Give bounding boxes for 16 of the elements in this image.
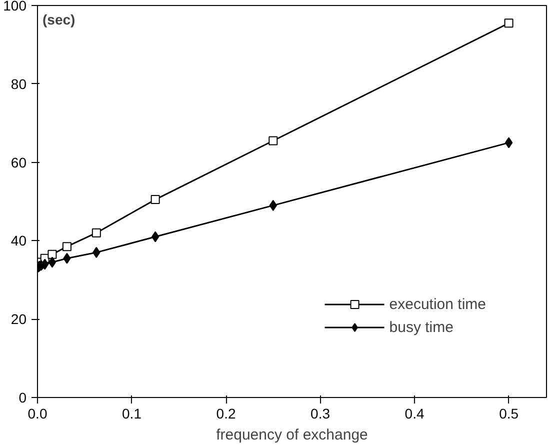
- y-tick-label: 0: [18, 390, 27, 406]
- y-tick-label: 100: [3, 0, 27, 14]
- x-tick-label: 0.5: [499, 406, 519, 422]
- x-tick-label: 0.0: [28, 406, 48, 422]
- x-tick-label: 0.1: [122, 406, 142, 422]
- x-axis-title: frequency of exchange: [216, 426, 368, 444]
- y-tick-label: 20: [10, 311, 27, 328]
- x-tick-label: 0.2: [216, 406, 236, 422]
- y-tick-label: 60: [10, 154, 27, 170]
- legend-label: execution time: [389, 296, 486, 312]
- annotation: (sec): [42, 12, 76, 28]
- x-tick-label: 0.3: [310, 406, 330, 422]
- y-tick-label: 40: [10, 232, 27, 249]
- x-tick-label: 0.4: [404, 406, 424, 422]
- legend-label: busy time: [389, 318, 454, 336]
- y-tick-label: 80: [10, 76, 27, 92]
